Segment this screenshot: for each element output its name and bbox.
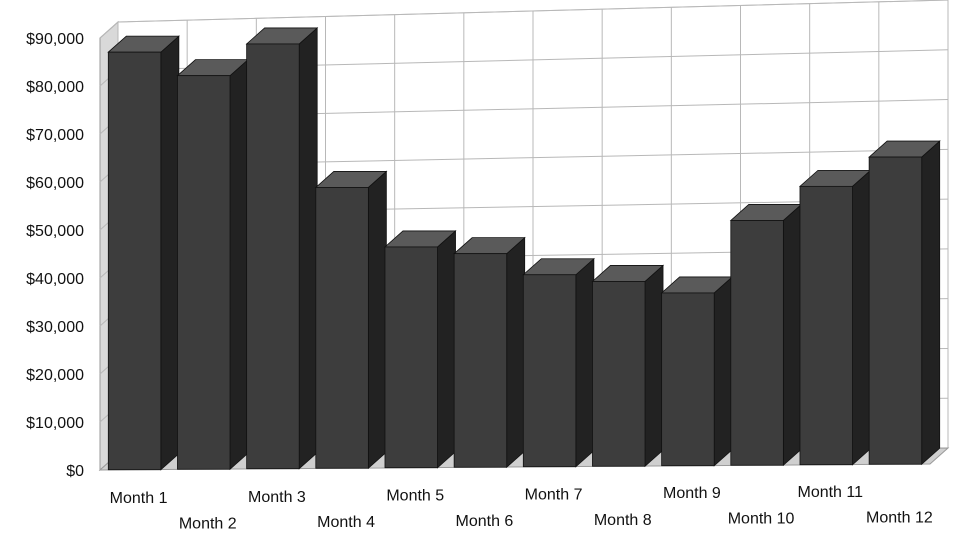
bar (522, 257, 595, 468)
y-tick-label: $40,000 (26, 271, 84, 288)
y-tick-label: $90,000 (26, 31, 84, 48)
bar-front-face (246, 43, 300, 470)
x-category-label: Month 5 (386, 488, 444, 505)
bar (453, 236, 526, 469)
bar (798, 169, 872, 466)
bar-side-face (437, 230, 456, 469)
bar-front-face (384, 246, 438, 469)
y-tick-label: $60,000 (26, 175, 84, 192)
bar (729, 203, 803, 467)
bar-side-face (644, 264, 664, 468)
bar-side-face (713, 276, 733, 467)
bar (107, 35, 180, 471)
x-category-label: Month 3 (248, 489, 306, 506)
bar-front-face (661, 292, 715, 467)
y-tick-label: $50,000 (26, 223, 84, 240)
y-tick-label: $10,000 (26, 415, 84, 432)
y-tick-label: $70,000 (26, 127, 84, 144)
side-gridline (99, 21, 119, 39)
bar-front-face (453, 253, 508, 468)
x-category-label: Month 10 (728, 511, 795, 528)
x-category-label: Month 9 (663, 485, 721, 502)
x-axis-category-labels: Month 1 Month 2 Month 3 Month 4 Month 5 Month… (110, 484, 933, 532)
x-category-label: Month 12 (866, 509, 933, 526)
bar (245, 27, 319, 470)
bar-side-face (782, 203, 802, 467)
y-tick-label: $80,000 (26, 79, 84, 96)
bar-side-face (575, 257, 595, 468)
x-category-label: Month 11 (797, 484, 863, 501)
x-category-label: Month 2 (179, 515, 237, 532)
bar-side-face (852, 169, 871, 466)
bar-side-face (160, 35, 180, 471)
bar (383, 230, 457, 469)
bar-front-face (177, 75, 231, 470)
bar (660, 276, 734, 467)
y-tick-label: $30,000 (26, 319, 84, 336)
bar-front-face (107, 51, 162, 471)
bar-front-face (592, 281, 646, 467)
x-category-label: Month 7 (525, 486, 583, 503)
bar-front-face (522, 274, 577, 468)
bar-side-face (229, 58, 249, 471)
y-tick-label: $0 (66, 463, 84, 480)
bar (314, 170, 388, 470)
y-tick-label: $20,000 (26, 367, 84, 384)
bar-side-face (921, 140, 941, 466)
bar-front-face (868, 156, 923, 465)
bar-side-face (506, 236, 526, 469)
bar-side-face (367, 170, 387, 470)
x-category-label: Month 4 (317, 514, 375, 531)
bar-side-face (298, 27, 318, 470)
bar (868, 140, 941, 466)
x-category-label: Month 8 (594, 512, 652, 529)
bar (176, 58, 250, 471)
bars (107, 27, 941, 471)
bar-front-face (315, 187, 369, 469)
x-category-label: Month 6 (456, 513, 514, 530)
x-category-label: Month 1 (110, 490, 168, 507)
bar (591, 264, 665, 468)
bar-front-face (799, 185, 853, 466)
y-axis-tick-labels: $0 $10,000 $20,000 $30,000 $40,000 $50,000 $60… (26, 31, 84, 480)
bar-front-face (730, 220, 784, 466)
